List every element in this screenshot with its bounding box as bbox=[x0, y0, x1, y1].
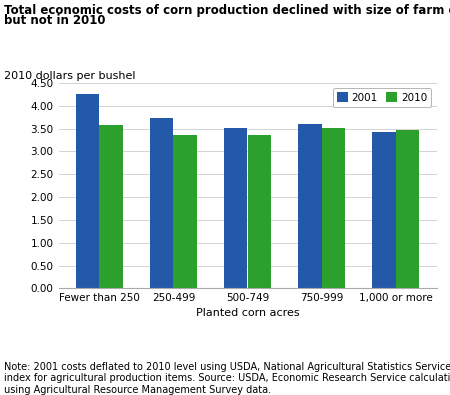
Text: Total economic costs of corn production declined with size of farm enterprise in: Total economic costs of corn production … bbox=[4, 4, 450, 17]
Bar bbox=[150, 118, 173, 288]
Text: Note: 2001 costs deflated to 2010 level using USDA, National Agricultural Statis: Note: 2001 costs deflated to 2010 level … bbox=[4, 362, 450, 395]
X-axis label: Planted corn acres: Planted corn acres bbox=[196, 308, 299, 318]
Bar bbox=[173, 135, 197, 288]
Bar bbox=[322, 128, 345, 288]
Bar bbox=[372, 132, 396, 288]
Bar bbox=[99, 125, 123, 288]
Bar bbox=[298, 124, 322, 288]
Bar bbox=[396, 130, 419, 288]
Text: 2010 dollars per bushel: 2010 dollars per bushel bbox=[4, 71, 136, 81]
Bar bbox=[224, 128, 248, 288]
Text: but not in 2010: but not in 2010 bbox=[4, 14, 106, 27]
Bar bbox=[248, 135, 271, 288]
Legend: 2001, 2010: 2001, 2010 bbox=[333, 88, 431, 107]
Bar bbox=[76, 94, 99, 288]
